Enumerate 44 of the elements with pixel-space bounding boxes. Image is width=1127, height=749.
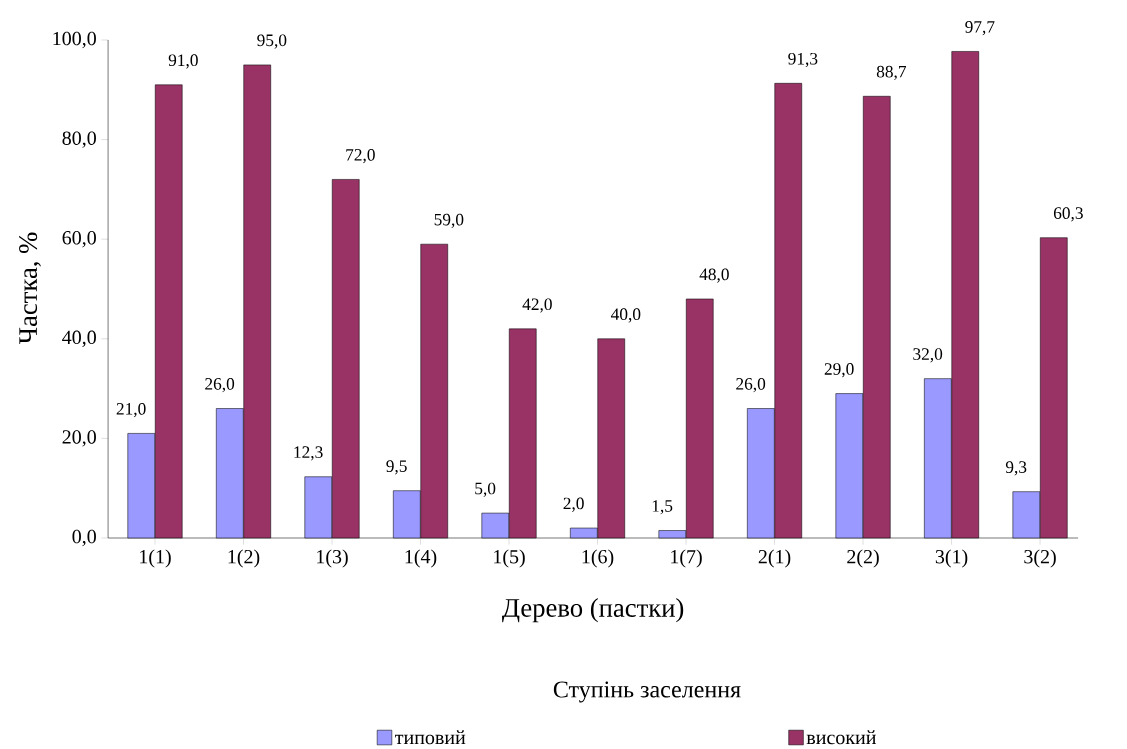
y-tick-label: 80,0 bbox=[62, 131, 96, 148]
data-label: 29,0 bbox=[824, 363, 854, 378]
data-label: 42,0 bbox=[522, 298, 552, 313]
x-tick-label: 1(6) bbox=[582, 549, 614, 568]
data-label: 72,0 bbox=[346, 148, 375, 164]
y-tick-label: 100,0 bbox=[53, 31, 96, 49]
y-tick-label: 20,0 bbox=[62, 430, 96, 447]
data-label: 9,3 bbox=[1005, 461, 1027, 476]
legend-label: високий bbox=[806, 730, 876, 745]
data-label: 95,0 bbox=[257, 34, 287, 49]
x-tick-label: 1(2) bbox=[228, 549, 260, 568]
x-tick-label: 3(2) bbox=[1024, 549, 1056, 568]
data-label: 60,3 bbox=[1053, 207, 1083, 222]
y-axis-title: Частка, % bbox=[19, 232, 41, 345]
data-label: 97,7 bbox=[965, 21, 995, 36]
data-label: 91,0 bbox=[168, 54, 198, 69]
data-label: 21,0 bbox=[116, 402, 146, 418]
y-tick-label: 40,0 bbox=[62, 330, 96, 347]
data-label: 26,0 bbox=[736, 378, 766, 393]
data-label: 32,0 bbox=[913, 348, 943, 363]
data-label: 59,0 bbox=[434, 213, 464, 228]
y-tick-label: 0,0 bbox=[72, 529, 96, 547]
x-tick-label: 3(1) bbox=[935, 549, 968, 568]
data-label: 5,0 bbox=[475, 482, 496, 497]
x-axis-title: Дерево (пастки) bbox=[502, 598, 684, 623]
data-label: 40,0 bbox=[611, 308, 641, 323]
legend-title: Ступінь заселення bbox=[553, 681, 741, 703]
x-tick-label: 1(5) bbox=[494, 549, 525, 568]
data-label: 48,0 bbox=[699, 268, 729, 283]
data-label: 88,7 bbox=[876, 65, 907, 81]
x-tick-label: 1(7) bbox=[671, 549, 702, 568]
data-label: 91,3 bbox=[788, 52, 818, 68]
x-tick-label: 2(2) bbox=[847, 549, 879, 568]
x-tick-label: 1(1) bbox=[140, 549, 171, 568]
legend-label: типовий bbox=[395, 730, 466, 745]
x-tick-label: 1(3) bbox=[317, 549, 348, 568]
data-label: 1,5 bbox=[652, 500, 673, 515]
data-label: 12,3 bbox=[294, 446, 323, 461]
x-tick-label: 1(4) bbox=[405, 549, 437, 568]
data-label: 26,0 bbox=[205, 378, 235, 393]
x-tick-label: 2(1) bbox=[758, 549, 791, 568]
data-label: 2,0 bbox=[563, 497, 584, 512]
y-tick-label: 60,0 bbox=[62, 231, 96, 248]
data-label: 9,5 bbox=[386, 460, 407, 475]
